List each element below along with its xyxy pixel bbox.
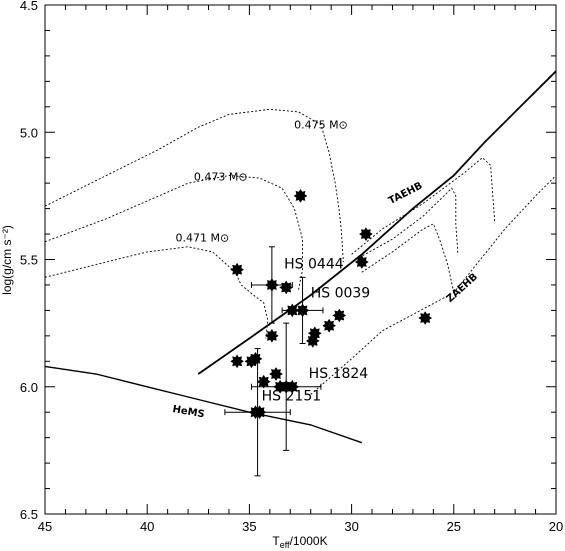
data-point [418,311,433,325]
curve-label: HeMS [172,404,206,420]
x-axis-label: Teff/1000K [272,534,327,550]
data-point [230,354,245,369]
data-point [293,188,308,203]
curve-taehb [197,70,557,375]
y-tick-label: 6.5 [20,507,38,522]
data-points [230,188,433,420]
axis-tick-labels: 45 40 35 30 25 20 4.5 5.0 5.5 6.0 6.5 [20,0,563,534]
data-point [230,262,245,277]
data-point [295,303,310,318]
curve-track [361,223,455,293]
data-point [248,351,263,366]
data-point [269,367,283,381]
curve-0-475-m [44,108,344,263]
data-point [358,227,373,242]
data-point [264,277,279,292]
data-point [322,318,337,333]
y-axis-label: log(g/cm s⁻²) [0,225,14,295]
curve-label: 0.471 M⊙ [176,232,230,245]
axis-ticks [44,4,557,515]
curve-track [351,157,496,255]
curve-0-471-m [44,246,269,339]
data-point [264,328,279,343]
data-point [285,379,300,394]
data-point [285,303,300,318]
object-label: HS 0444 [284,256,344,272]
x-tick-label: 30 [344,519,358,534]
curve-track [355,187,459,260]
object-label: HS 0039 [311,286,371,302]
x-tick-label: 20 [549,519,563,534]
x-tick-label: 25 [447,519,461,534]
x-tick-label: 45 [38,519,52,534]
curve-zaehb [310,175,557,395]
data-point [279,280,294,295]
object-label: HS 1824 [309,366,369,382]
curve-label: 0.475 M⊙ [294,118,348,131]
data-point [305,333,320,348]
data-point [332,308,347,323]
curve-hems [44,365,363,444]
object-label: HS 2151 [262,389,322,405]
y-tick-label: 4.5 [20,0,38,13]
y-tick-label: 6.0 [20,380,38,395]
y-tick-label: 5.5 [20,253,38,268]
curve-label: 0.473 M⊙ [194,171,248,184]
data-point [256,374,271,389]
x-tick-label: 40 [140,519,154,534]
data-point [354,255,369,269]
x-tick-label: 35 [242,519,256,534]
curve-0-473-m [44,175,303,291]
y-tick-label: 5.0 [20,125,38,140]
data-point [252,405,267,420]
